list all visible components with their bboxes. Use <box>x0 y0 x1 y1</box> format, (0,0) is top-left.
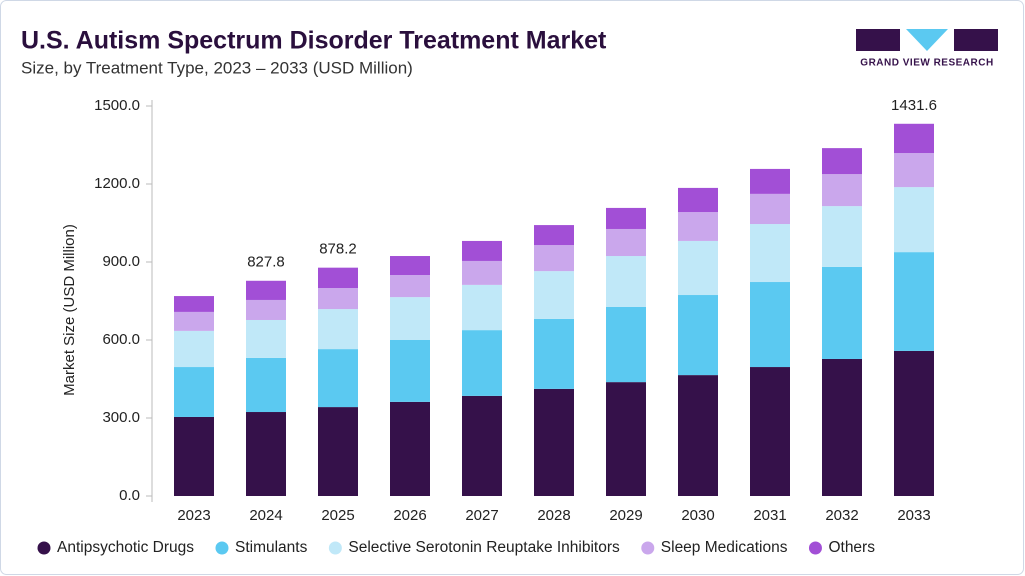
bar-segment <box>678 375 718 496</box>
x-tick-label: 2030 <box>681 507 714 524</box>
bar-segment <box>894 187 934 253</box>
bar-segment <box>750 224 790 283</box>
bar-segment <box>174 296 214 312</box>
x-tick-label: 2028 <box>537 507 570 524</box>
bar-segment <box>822 266 862 359</box>
x-tick-label: 2032 <box>825 507 858 524</box>
bar-segment <box>606 207 646 229</box>
bar-segment <box>534 271 574 319</box>
x-tick-label: 2023 <box>177 507 210 524</box>
legend-marker <box>328 541 342 555</box>
logo-text: GRAND VIEW RESEARCH <box>860 58 993 69</box>
legend-label: Stimulants <box>235 539 308 556</box>
bar-segment <box>318 309 358 350</box>
legend-marker <box>37 541 51 555</box>
bar-segment <box>318 288 358 310</box>
x-tick-label: 2027 <box>465 507 498 524</box>
logo: GRAND VIEW RESEARCH <box>856 29 998 69</box>
bar-segment <box>750 193 790 225</box>
total-label: 827.8 <box>247 254 285 271</box>
x-tick-label: 2029 <box>609 507 642 524</box>
y-tick-label: 1200.0 <box>94 175 140 192</box>
bar-segment <box>678 212 718 241</box>
legend-label: Selective Serotonin Reuptake Inhibitors <box>348 539 620 556</box>
bar-segment <box>894 153 934 188</box>
x-tick-label: 2024 <box>249 507 282 524</box>
y-tick-label: 600.0 <box>102 331 140 348</box>
legend-label: Sleep Medications <box>661 539 788 556</box>
bar-segment <box>678 295 718 376</box>
bar-segment <box>246 357 286 413</box>
bar-segment <box>390 340 430 402</box>
bar-segment <box>822 174 862 207</box>
bar-segment <box>390 256 430 275</box>
legend-marker <box>215 541 229 555</box>
bar-segment <box>534 225 574 246</box>
chart-subtitle: Size, by Treatment Type, 2023 – 2033 (US… <box>21 58 413 77</box>
logo-block <box>954 29 998 51</box>
bar-segment <box>462 284 502 331</box>
bar-segment <box>174 311 214 331</box>
bar-segment <box>822 206 862 267</box>
bar-segment <box>390 297 430 340</box>
bar-segment <box>174 367 214 417</box>
bar-segment <box>246 299 286 320</box>
x-tick-label: 2031 <box>753 507 786 524</box>
bar-segment <box>318 349 358 408</box>
bar-segment <box>750 282 790 368</box>
bar-segment <box>750 168 790 194</box>
bar-segment <box>174 330 214 368</box>
bar-segment <box>894 123 934 154</box>
bar-segment <box>678 240 718 296</box>
bar-segment <box>462 395 502 496</box>
bar-segment <box>822 148 862 175</box>
bar-segment <box>318 407 358 496</box>
bar-segment <box>390 401 430 496</box>
bar-segment <box>534 245 574 272</box>
x-tick-label: 2026 <box>393 507 426 524</box>
bar-segment <box>894 252 934 351</box>
bar-segment <box>246 319 286 358</box>
bar-segment <box>606 382 646 496</box>
legend-marker <box>808 541 822 555</box>
chart-title: U.S. Autism Spectrum Disorder Treatment … <box>21 27 607 55</box>
bar-segment <box>462 240 502 261</box>
logo-triangle <box>906 29 948 51</box>
bar-segment <box>606 256 646 307</box>
bar-segment <box>750 367 790 496</box>
bar-segment <box>606 306 646 383</box>
bar-segment <box>534 318 574 389</box>
logo-block <box>856 29 900 51</box>
y-tick-label: 0.0 <box>119 487 140 504</box>
bar-segment <box>174 416 214 496</box>
bar-segment <box>390 275 430 298</box>
y-tick-label: 1500.0 <box>94 97 140 114</box>
bar-segment <box>894 350 934 496</box>
x-tick-label: 2025 <box>321 507 354 524</box>
bar-segment <box>678 187 718 213</box>
x-tick-label: 2033 <box>897 507 930 524</box>
bar-segment <box>462 330 502 396</box>
total-label: 878.2 <box>319 241 357 258</box>
y-tick-label: 900.0 <box>102 253 140 270</box>
bar-segment <box>246 280 286 300</box>
bar-segment <box>606 228 646 257</box>
bar-segment <box>822 358 862 496</box>
legend-label: Antipsychotic Drugs <box>57 539 194 556</box>
legend-marker <box>641 541 655 555</box>
bar-segment <box>534 388 574 496</box>
total-label: 1431.6 <box>891 97 937 114</box>
bar-segment <box>462 260 502 285</box>
bar-segment <box>246 412 286 496</box>
legend-label: Others <box>828 539 875 556</box>
y-axis-label: Market Size (USD Million) <box>61 224 78 396</box>
y-tick-label: 300.0 <box>102 409 140 426</box>
bar-segment <box>318 267 358 288</box>
